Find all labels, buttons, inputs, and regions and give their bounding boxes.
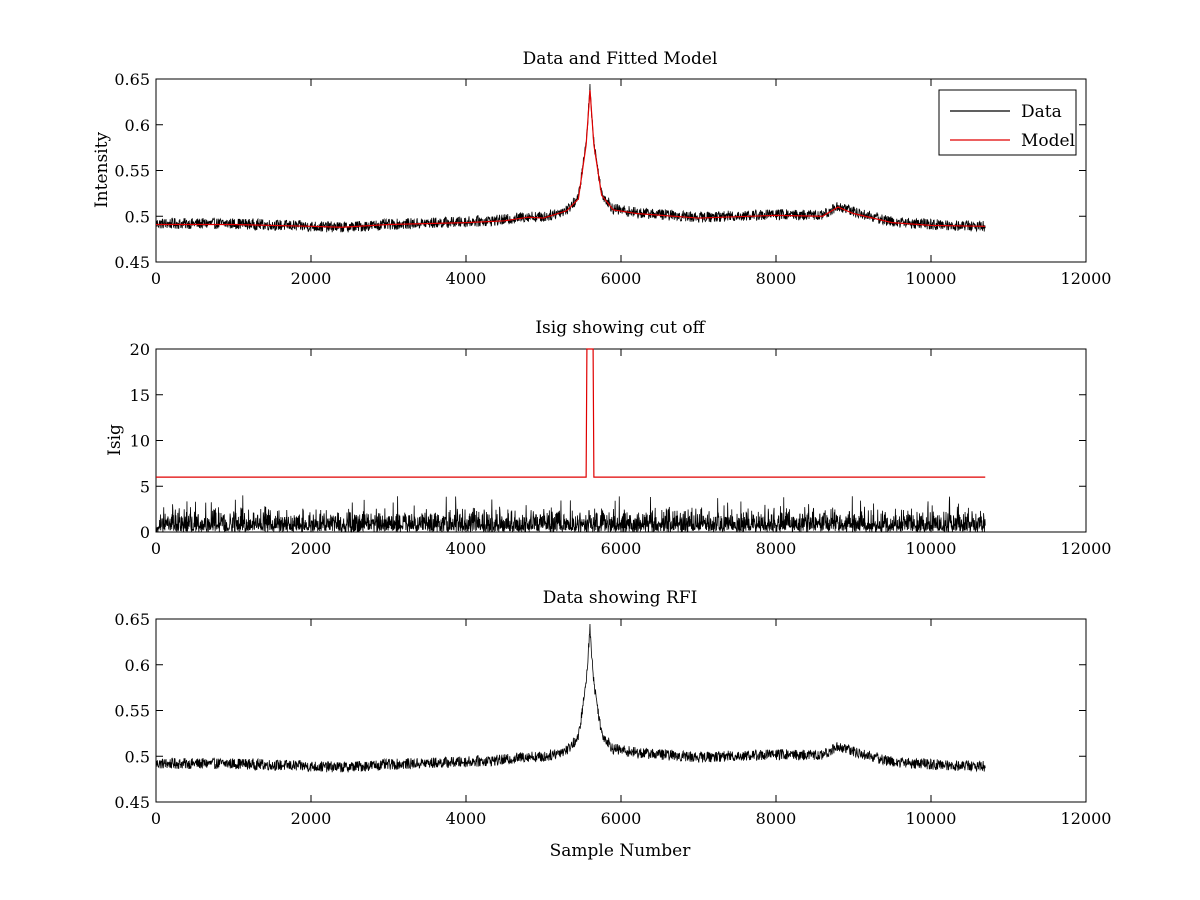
series-model <box>156 89 986 228</box>
x-tick-label: 4000 <box>446 809 487 828</box>
legend: Data Model <box>938 89 1077 156</box>
y-tick-label: 0.55 <box>114 162 150 181</box>
y-tick-label: 0.65 <box>114 610 150 629</box>
x-tick-label: 0 <box>151 269 161 288</box>
legend-box <box>938 89 1077 156</box>
series-isig <box>155 495 986 533</box>
legend-label: Model <box>1021 131 1075 151</box>
y-tick-label: 5 <box>140 477 150 496</box>
y-tick-label: 0 <box>140 523 150 542</box>
y-tick-label: 0.55 <box>114 702 150 721</box>
x-tick-label: 8000 <box>756 809 797 828</box>
x-tick-label: 4000 <box>446 539 487 558</box>
panel-title: Data showing RFI <box>543 588 698 608</box>
panel-data-and-model: Data and Fitted Model Intensity 0 2000 400… <box>92 49 1111 288</box>
x-axis-label: Sample Number <box>550 841 692 861</box>
y-tick-label: 10 <box>130 432 150 451</box>
legend-label: Data <box>1021 102 1062 122</box>
y-tick-label: 15 <box>130 386 150 405</box>
series-cut-off <box>156 348 986 478</box>
x-tick-label: 8000 <box>756 539 797 558</box>
x-tick-label: 10000 <box>906 539 957 558</box>
x-tick-label: 2000 <box>291 539 332 558</box>
y-tick-label: 0.5 <box>125 207 150 226</box>
x-tick-label: 4000 <box>446 269 487 288</box>
x-tick-label: 12000 <box>1061 809 1112 828</box>
y-axis-label: Intensity <box>92 132 112 208</box>
x-tick-label: 12000 <box>1061 269 1112 288</box>
x-tick-label: 10000 <box>906 269 957 288</box>
x-tick-label: 2000 <box>291 809 332 828</box>
x-tick-label: 6000 <box>601 269 642 288</box>
y-tick-label: 0.6 <box>125 656 150 675</box>
x-tick-label: 2000 <box>291 269 332 288</box>
series-data <box>155 624 986 773</box>
x-tick-label: 0 <box>151 809 161 828</box>
x-tick-label: 6000 <box>601 809 642 828</box>
y-tick-label: 0.45 <box>114 793 150 812</box>
y-tick-label: 20 <box>130 340 150 359</box>
panel-data-rfi: Data showing RFI Sample Number 0 2000 4000… <box>114 588 1111 861</box>
x-tick-label: 10000 <box>906 809 957 828</box>
x-tick-label: 12000 <box>1061 539 1112 558</box>
y-tick-label: 0.45 <box>114 253 150 272</box>
panel-isig: Isig showing cut off Isig 0 2000 4000 6000 8… <box>105 318 1111 558</box>
panel-title: Data and Fitted Model <box>523 49 718 69</box>
x-tick-label: 6000 <box>601 539 642 558</box>
x-tick-label: 8000 <box>756 269 797 288</box>
y-tick-label: 0.5 <box>125 747 150 766</box>
y-axis-label: Isig <box>105 424 125 456</box>
y-tick-label: 0.6 <box>125 116 150 135</box>
panel-title: Isig showing cut off <box>535 318 706 338</box>
y-tick-label: 0.65 <box>114 70 150 89</box>
x-tick-label: 0 <box>151 539 161 558</box>
